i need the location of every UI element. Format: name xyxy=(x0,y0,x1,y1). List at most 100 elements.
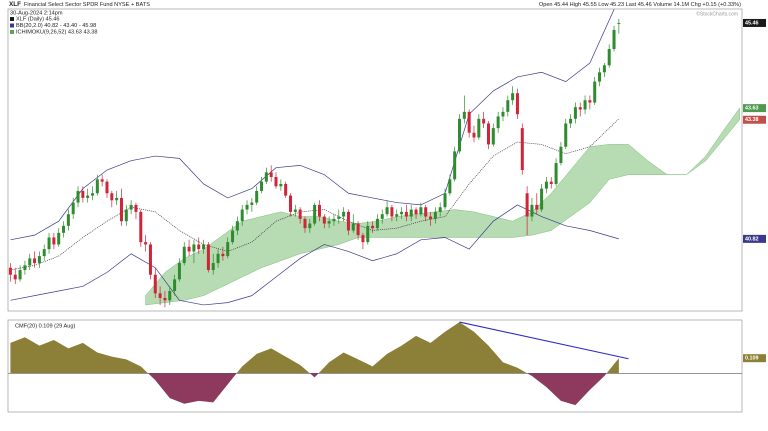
trendline xyxy=(459,321,629,360)
symbol: XLF xyxy=(9,1,21,8)
price-frame xyxy=(7,8,743,312)
candle-body xyxy=(86,195,90,198)
candle-body xyxy=(433,211,437,219)
bollinger-lower xyxy=(10,204,619,306)
candle-body xyxy=(390,207,394,217)
candle-body xyxy=(337,216,341,219)
candle-body xyxy=(525,193,529,217)
candle-body xyxy=(467,111,471,133)
candle-body xyxy=(124,209,128,222)
candle-body xyxy=(47,237,51,250)
candle-body xyxy=(583,100,587,110)
candle-body xyxy=(144,242,148,245)
candle-body xyxy=(361,235,365,243)
candle-body xyxy=(293,209,297,212)
candle-body xyxy=(429,216,433,219)
candle-body xyxy=(612,29,616,50)
candle-body xyxy=(13,274,17,280)
price-tag xyxy=(743,115,766,124)
cmf-frame xyxy=(7,319,743,413)
bollinger-upper xyxy=(10,9,615,241)
candle-body xyxy=(482,118,486,124)
cmf-area-negative xyxy=(10,373,619,406)
credit: ©StockCharts.com xyxy=(696,10,738,17)
cmf-area-positive xyxy=(10,322,619,374)
candle-body xyxy=(168,290,172,301)
candle-body xyxy=(153,274,157,294)
candle-body xyxy=(148,244,152,275)
candle-body xyxy=(197,244,201,250)
candle-body xyxy=(506,100,510,112)
candle-body xyxy=(211,263,215,271)
price-tag-label: 43.38 xyxy=(745,117,759,123)
candle-body xyxy=(573,107,577,119)
legend-entry: ICHIMOKU(9,26,52) 43.63 43.38 xyxy=(16,29,97,35)
candle-body xyxy=(458,118,462,152)
candle-body xyxy=(250,202,254,205)
candle-body xyxy=(110,193,114,201)
candle-body xyxy=(91,193,95,196)
candle-body xyxy=(511,93,515,101)
candle-body xyxy=(472,132,476,138)
candle-body xyxy=(240,209,244,222)
candle-body xyxy=(279,183,283,187)
candle-body xyxy=(356,223,360,236)
candle-body xyxy=(235,221,239,231)
candle-body xyxy=(23,265,27,271)
candle-body xyxy=(419,207,423,215)
candle-body xyxy=(530,204,534,217)
candle-body xyxy=(115,197,119,201)
candle-body xyxy=(569,118,573,124)
candle-body xyxy=(57,232,61,245)
candle-body xyxy=(453,151,457,180)
candle-body xyxy=(8,267,12,275)
candle-body xyxy=(202,244,206,250)
candle-body xyxy=(346,211,350,231)
candle-body xyxy=(288,195,292,212)
candle-body xyxy=(264,172,268,182)
candle-body xyxy=(491,128,495,145)
candle-body xyxy=(303,218,307,229)
candle-body xyxy=(559,146,563,164)
candle-body xyxy=(134,204,138,212)
candle-body xyxy=(554,163,558,184)
legend-entry: BB(20,2.0) 40.82 - 43.40 - 45.98 xyxy=(16,23,96,29)
candle-body xyxy=(129,204,133,210)
candle-body xyxy=(351,223,355,231)
candle-body xyxy=(66,214,70,226)
candle-body xyxy=(95,179,99,194)
candle-body xyxy=(602,65,606,73)
candle-body xyxy=(486,123,490,145)
candle-body xyxy=(33,258,37,264)
legend-swatch xyxy=(10,23,14,28)
candle-body xyxy=(119,197,123,222)
candle-body xyxy=(366,225,370,243)
price-tag xyxy=(743,18,766,27)
candle-body xyxy=(327,221,331,224)
candle-body xyxy=(37,256,41,264)
candle-body xyxy=(158,293,162,298)
candle-body xyxy=(400,211,404,215)
candle-body xyxy=(593,81,597,103)
price-tag-label: 40.82 xyxy=(745,236,759,242)
candle-body xyxy=(317,204,321,217)
price-tag-label: 45.46 xyxy=(745,20,759,26)
ichimoku-cloud xyxy=(145,107,740,306)
candle-body xyxy=(409,209,413,217)
candle-body xyxy=(100,179,104,182)
candle-body xyxy=(42,249,46,257)
text-layer: XLF Financial Select Sector SPDR Fund NY… xyxy=(9,1,766,363)
candle-body xyxy=(173,279,177,291)
candle-body xyxy=(260,181,264,191)
legend-swatch xyxy=(10,17,14,21)
candle-body xyxy=(588,100,592,103)
cmf-legend: CMF(20) 0.109 (29 Aug) xyxy=(15,323,75,329)
candle-body xyxy=(18,270,22,280)
cmf-layer xyxy=(8,321,742,406)
candle-body xyxy=(163,297,167,301)
date: 30-Aug-2024 2:14pm xyxy=(10,10,63,16)
price-tag-label: 43.63 xyxy=(745,106,759,112)
candle-body xyxy=(269,172,273,177)
candle-body xyxy=(535,204,539,210)
